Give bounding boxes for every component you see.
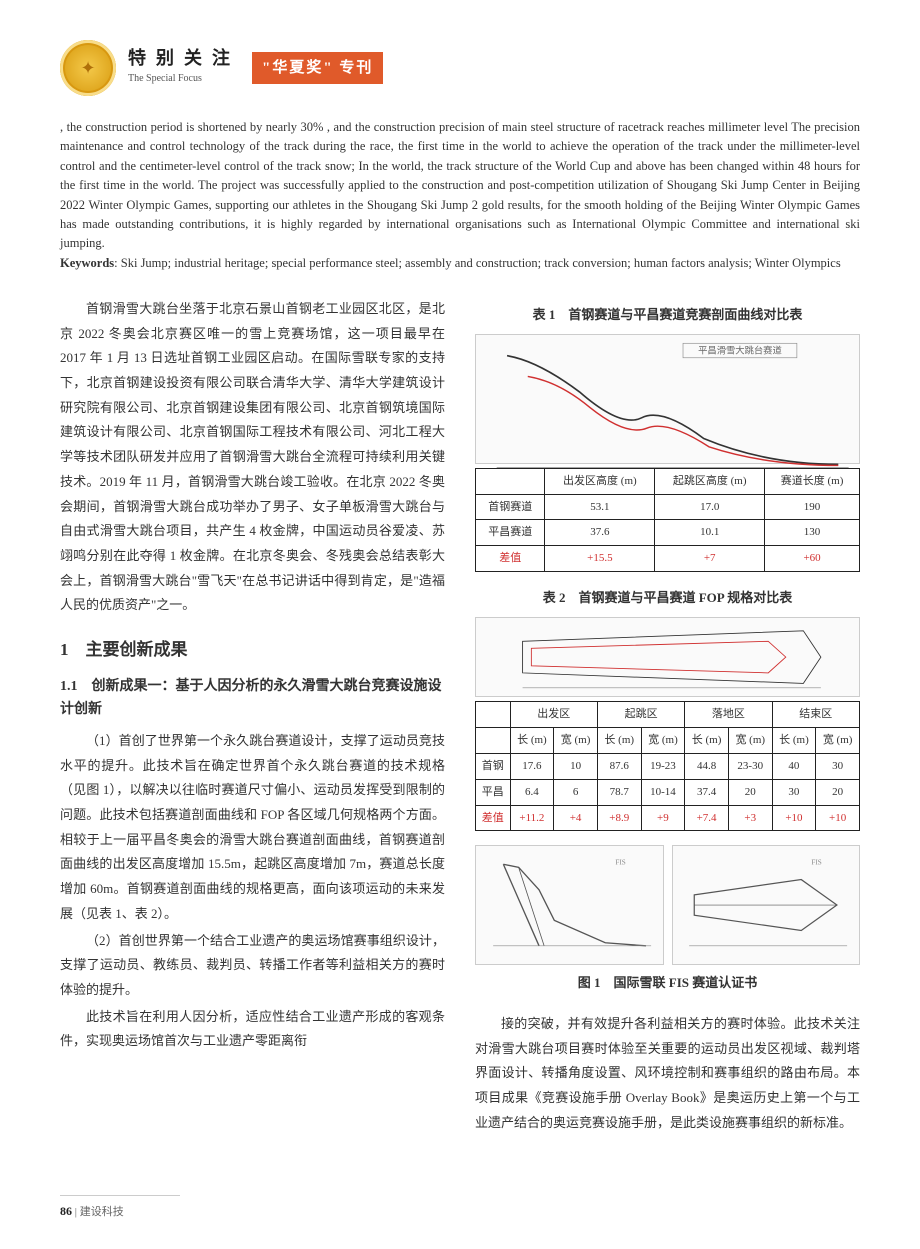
table-row: 平昌6.4678.710-1437.4203020 (476, 779, 860, 805)
focus-title-cn: 特别关注 (128, 48, 240, 70)
t1-h2: 起跳区高度 (m) (655, 468, 765, 494)
cert-figure-left: FIS (475, 845, 664, 965)
table-row-diff: 差值+15.5+7+60 (476, 546, 860, 572)
table-row: 平昌赛道37.610.1130 (476, 520, 860, 546)
t1-h1: 出发区高度 (m) (545, 468, 655, 494)
certificate-figures-row: FIS FIS (475, 845, 860, 965)
keywords-text: : Ski Jump; industrial heritage; special… (114, 256, 841, 270)
table-1-header-row: 出发区高度 (m) 起跳区高度 (m) 赛道长度 (m) (476, 468, 860, 494)
focus-title-en: The Special Focus (128, 69, 240, 88)
table-row-diff: 差值+11.2+4+8.9+9+7.4+3+10+10 (476, 805, 860, 831)
keywords-label: Keywords (60, 256, 114, 270)
fop-plan-figure (475, 617, 860, 697)
table-row: 首钢赛道53.117.0190 (476, 494, 860, 520)
table-row: 首钢17.61087.619-2344.823-304030 (476, 753, 860, 779)
award-medallion-icon: ✦ (60, 40, 116, 96)
two-column-layout: 首钢滑雪大跳台坐落于北京石景山首钢老工业园区北区，是北京 2022 冬奥会北京赛… (60, 297, 860, 1138)
journal-name: 建设科技 (80, 1206, 124, 1218)
focus-title-block: 特别关注 The Special Focus (128, 48, 240, 89)
special-issue-badge: "华夏奖" 专刊 (252, 52, 383, 85)
table-2-caption: 表 2 首钢赛道与平昌赛道 FOP 规格对比表 (475, 586, 860, 611)
paragraph-1: （1）首创了世界第一个永久跳台赛道设计，支撑了运动员竞技水平的提升。此技术旨在确… (60, 729, 445, 927)
table-2-group-header: 出发区 起跳区 落地区 结束区 (476, 701, 860, 727)
curve-legend: 平昌滑雪大跳台赛道 (698, 344, 782, 356)
abstract-block: , the construction period is shortened b… (60, 118, 860, 273)
page-footer: 86 | 建设科技 (60, 1195, 180, 1223)
page-header: ✦ 特别关注 The Special Focus "华夏奖" 专刊 (60, 40, 860, 96)
t1-h3: 赛道长度 (m) (765, 468, 860, 494)
figure-1-caption: 图 1 国际雪联 FIS 赛道认证书 (475, 971, 860, 996)
abstract-body: , the construction period is shortened b… (60, 120, 860, 250)
profile-curve-figure: 平昌滑雪大跳台赛道 (475, 334, 860, 464)
subsection-1-1-title: 1.1 创新成果一：基于人因分析的永久滑雪大跳台竞赛设施设计创新 (60, 676, 445, 721)
paragraph-3: 此技术旨在利用人因分析，适应性结合工业遗产形成的客观条件，实现奥运场馆首次与工业… (60, 1005, 445, 1054)
paragraph-2: （2）首创世界第一个结合工业遗产的奥运场馆赛事组织设计，支撑了运动员、教练员、裁… (60, 929, 445, 1003)
page-number: 86 (60, 1204, 72, 1218)
svg-text:FIS: FIS (615, 859, 625, 867)
table-1: 出发区高度 (m) 起跳区高度 (m) 赛道长度 (m) 首钢赛道53.117.… (475, 468, 860, 573)
table-1-caption: 表 1 首钢赛道与平昌赛道竞赛剖面曲线对比表 (475, 303, 860, 328)
svg-text:FIS: FIS (812, 859, 822, 867)
right-column: 表 1 首钢赛道与平昌赛道竞赛剖面曲线对比表 平昌滑雪大跳台赛道 出发区高度 (… (475, 297, 860, 1138)
section-1-title: 1 主要创新成果 (60, 634, 445, 666)
ski-jump-curve-icon: 平昌滑雪大跳台赛道 (476, 335, 859, 470)
tail-paragraph: 接的突破，并有效提升各利益相关方的赛时体验。此技术关注对滑雪大跳台项目赛时体验至… (475, 1012, 860, 1135)
ski-jump-side-icon: FIS (481, 849, 658, 961)
fop-plan-icon (495, 622, 840, 692)
cert-figure-right: FIS (672, 845, 861, 965)
intro-paragraph: 首钢滑雪大跳台坐落于北京石景山首钢老工业园区北区，是北京 2022 冬奥会北京赛… (60, 297, 445, 618)
table-2-sub-header: 长 (m)宽 (m) 长 (m)宽 (m) 长 (m)宽 (m) 长 (m)宽 … (476, 727, 860, 753)
table-2: 出发区 起跳区 落地区 结束区 长 (m)宽 (m) 长 (m)宽 (m) 长 … (475, 701, 860, 831)
t1-h0 (476, 468, 545, 494)
left-column: 首钢滑雪大跳台坐落于北京石景山首钢老工业园区北区，是北京 2022 冬奥会北京赛… (60, 297, 445, 1138)
ski-jump-plan-icon: FIS (677, 849, 854, 961)
